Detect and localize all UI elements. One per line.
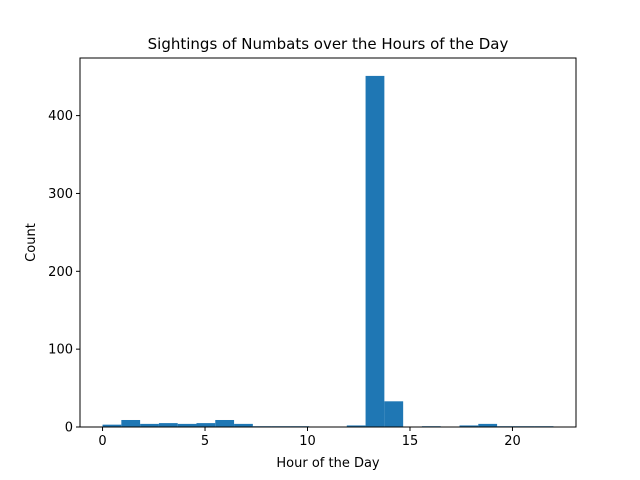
y-axis-ticks: 0 100 200 300 400	[48, 109, 80, 436]
histogram-bar	[215, 419, 235, 427]
y-tick-label: 100	[48, 343, 73, 358]
bars-group	[102, 75, 554, 427]
y-tick-label: 200	[48, 265, 73, 280]
plot-frame	[79, 57, 577, 428]
histogram-bar	[478, 423, 498, 427]
x-tick-label: 5	[201, 434, 209, 449]
histogram-bar	[140, 423, 159, 427]
histogram-bar	[459, 425, 479, 427]
x-tick-label: 0	[98, 434, 106, 449]
x-tick-label: 20	[504, 434, 521, 449]
histogram-bar	[196, 423, 216, 427]
histogram-bar	[158, 423, 178, 427]
chart-title: Sightings of Numbats over the Hours of t…	[148, 35, 509, 53]
histogram-bar	[234, 423, 253, 427]
y-axis-label: Count	[24, 223, 39, 262]
histogram-bar	[177, 423, 197, 427]
histogram-bar	[365, 75, 385, 427]
histogram-bar	[384, 401, 404, 427]
y-tick-label: 300	[48, 187, 73, 202]
histogram-bar	[121, 419, 141, 427]
x-tick-label: 15	[402, 434, 419, 449]
histogram-bar	[346, 425, 366, 427]
histogram-bar	[102, 424, 122, 427]
x-tick-label: 10	[299, 434, 316, 449]
y-tick-label: 0	[65, 421, 73, 436]
x-axis-label: Hour of the Day	[276, 456, 380, 471]
y-tick-label: 400	[48, 109, 73, 124]
x-axis-ticks: 0 5 10 15 20	[98, 427, 521, 449]
